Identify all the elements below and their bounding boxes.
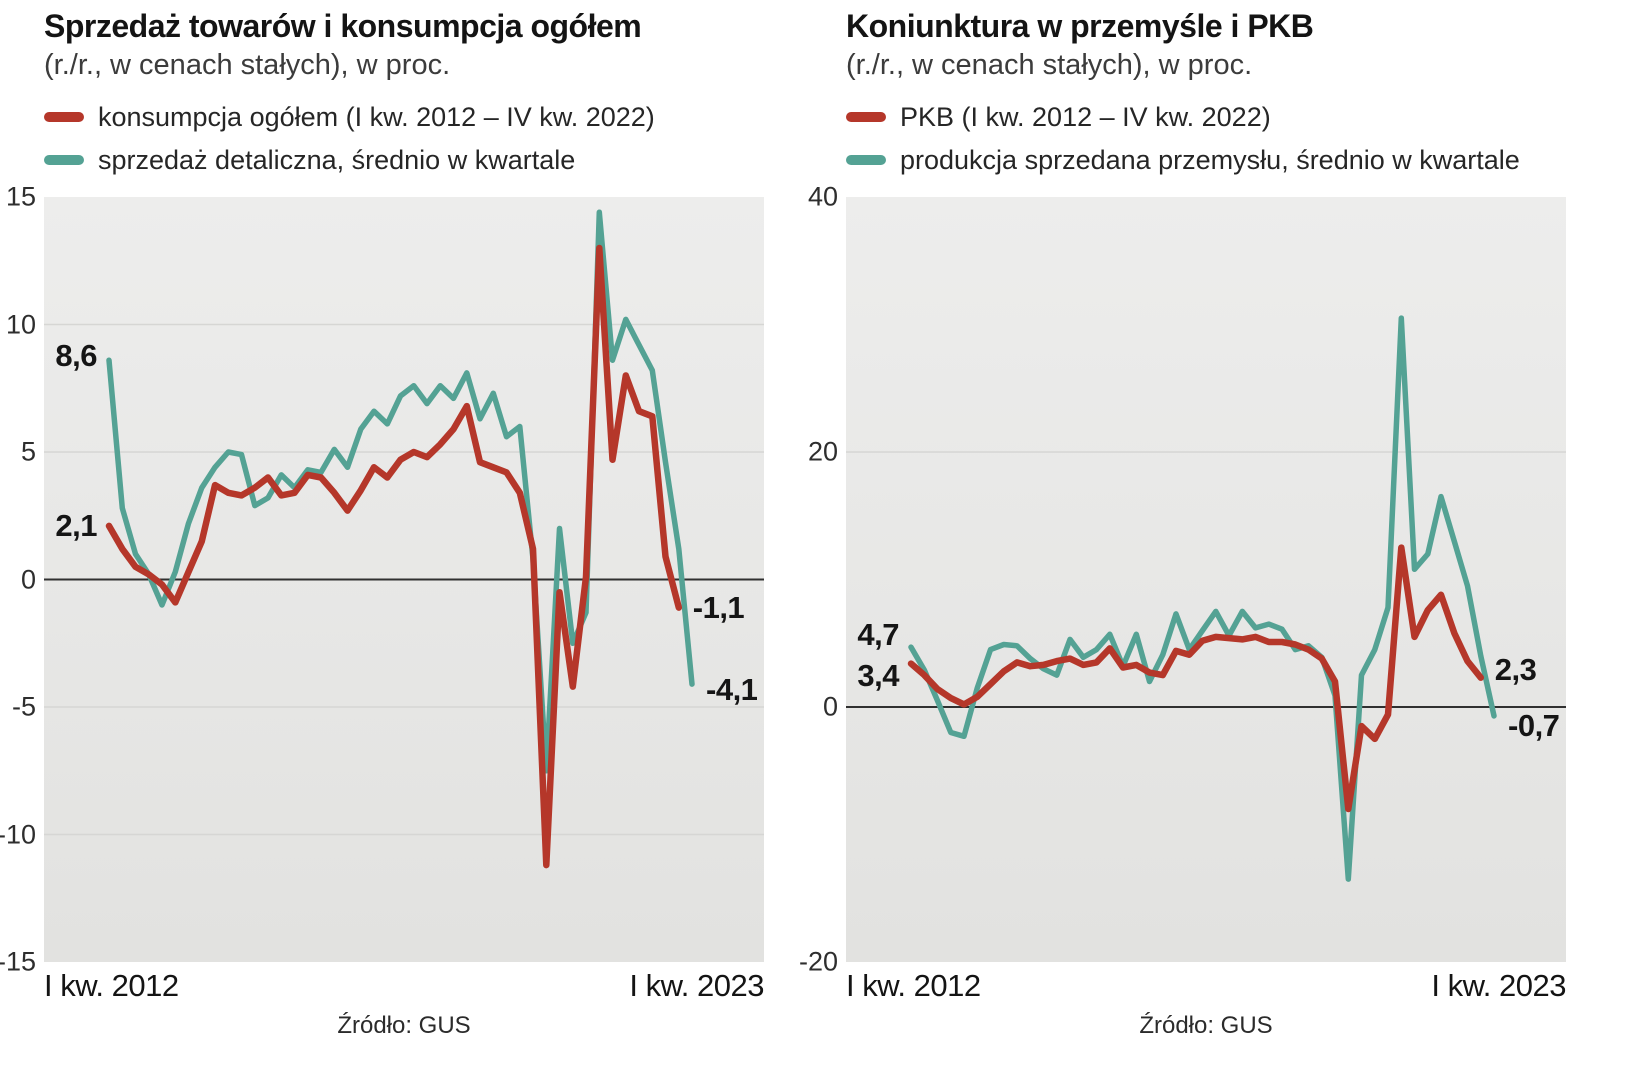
chart-header: Sprzedaż towarów i konsumpcja ogółem (r.…: [44, 8, 800, 197]
legend-swatch-production-icon: [846, 155, 886, 166]
legend-item: PKB (I kw. 2012 – IV kw. 2022): [846, 98, 1631, 137]
y-tick-label: -5: [11, 691, 36, 722]
value-annotation: 3,4: [857, 657, 899, 693]
source-note: Źródło: GUS: [1139, 1012, 1273, 1039]
value-annotation: 2,1: [55, 507, 97, 543]
y-axis-tick-labels: 15 10 5 0 -5 -10 -15: [0, 182, 44, 977]
source-note: Źródło: GUS: [337, 1012, 471, 1039]
chart-panel-industry-gdp: Koniunktura w przemyśle i PKB (r./r., w …: [799, 8, 1631, 1040]
plot-row: 15 10 5 0 -5 -10 -15 8,6 2,1 -1,1 -4,1: [0, 182, 800, 977]
legend-swatch-consumption-icon: [44, 112, 84, 123]
y-tick-label: 10: [5, 309, 36, 339]
value-annotation: -4,1: [706, 672, 758, 708]
legend-swatch-retail-icon: [44, 155, 84, 166]
value-annotation: -0,7: [1508, 707, 1560, 743]
legend-item: produkcja sprzedana przemysłu, średnio w…: [846, 141, 1631, 180]
legend-label: konsumpcja ogółem (I kw. 2012 – IV kw. 2…: [98, 101, 655, 132]
x-axis-start-label: I kw. 2012: [846, 968, 981, 1003]
plot-area: 4,7 3,4 2,3 -0,7: [846, 197, 1566, 962]
y-tick-label: 40: [807, 181, 838, 212]
chart-subtitle: (r./r., w cenach stałych), w proc.: [44, 48, 451, 81]
value-annotation: 8,6: [55, 338, 97, 374]
chart-header: Koniunktura w przemyśle i PKB (r./r., w …: [846, 8, 1631, 197]
chart-subtitle: (r./r., w cenach stałych), w proc.: [846, 48, 1253, 81]
x-axis-end-label: I kw. 2023: [629, 968, 764, 1003]
legend-label: sprzedaż detaliczna, średnio w kwartale: [98, 144, 576, 175]
value-annotation: 2,3: [1494, 651, 1537, 687]
x-axis-end-label: I kw. 2023: [1431, 968, 1566, 1003]
x-axis-labels: I kw. 2012 I kw. 2023: [846, 968, 1566, 1004]
y-axis-tick-labels: 40 20 0 -20: [799, 182, 846, 977]
y-tick-label: -15: [0, 946, 36, 977]
chart-panel-sales-consumption: Sprzedaż towarów i konsumpcja ogółem (r.…: [0, 8, 800, 1040]
y-tick-label: 5: [20, 436, 36, 467]
legend: PKB (I kw. 2012 – IV kw. 2022) produkcja…: [846, 98, 1631, 180]
y-tick-label: 0: [822, 691, 838, 722]
chart-title: Koniunktura w przemyśle i PKB: [846, 8, 1314, 44]
legend-item: konsumpcja ogółem (I kw. 2012 – IV kw. 2…: [44, 98, 800, 137]
y-tick-label: -20: [798, 946, 838, 977]
value-annotation: 4,7: [857, 617, 899, 653]
plot-area: 8,6 2,1 -1,1 -4,1: [44, 197, 764, 962]
legend-label: PKB (I kw. 2012 – IV kw. 2022): [900, 101, 1271, 132]
chart-canvas: [44, 197, 764, 962]
y-tick-label: -10: [0, 819, 36, 849]
chart-canvas: [846, 197, 1566, 962]
x-axis-labels: I kw. 2012 I kw. 2023: [44, 968, 764, 1004]
chart-title: Sprzedaż towarów i konsumpcja ogółem: [44, 8, 642, 44]
y-tick-label: 20: [807, 436, 838, 467]
x-axis-start-label: I kw. 2012: [44, 968, 179, 1003]
legend: konsumpcja ogółem (I kw. 2012 – IV kw. 2…: [44, 98, 800, 180]
legend-label: produkcja sprzedana przemysłu, średnio w…: [900, 144, 1520, 175]
legend-swatch-gdp-icon: [846, 112, 886, 123]
y-tick-label: 0: [20, 564, 36, 594]
value-annotation: -1,1: [692, 589, 745, 625]
plot-row: 40 20 0 -20 4,7 3,4 2,3 -0,7: [799, 182, 1631, 977]
legend-item: sprzedaż detaliczna, średnio w kwartale: [44, 141, 800, 180]
y-tick-label: 15: [5, 181, 36, 212]
